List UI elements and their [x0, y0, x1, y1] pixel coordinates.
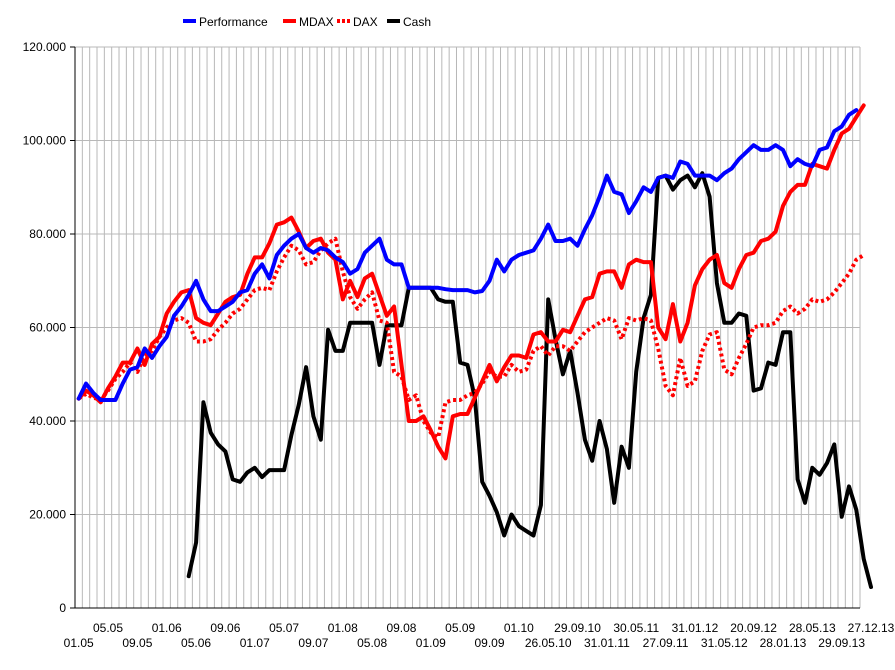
x-tick-label: 28.05.13 — [789, 621, 836, 635]
x-tick-label: 26.05.10 — [525, 636, 572, 650]
legend-label-mdax: MDAX — [299, 15, 334, 29]
series-line-mdax — [76, 103, 866, 461]
y-tick-label: 20.000 — [29, 508, 66, 522]
x-tick-label: 27.12.13 — [848, 621, 895, 635]
x-tick-label: 01.07 — [240, 636, 270, 650]
x-tick-label: 31.01.12 — [672, 621, 719, 635]
x-tick-label: 27.09.11 — [643, 636, 689, 650]
legend-label-performance: Performance — [199, 15, 268, 29]
x-tick-label: 09.05 — [122, 636, 152, 650]
x-tick-label: 01.10 — [504, 621, 534, 635]
x-tick-label: 28.01.13 — [760, 636, 807, 650]
y-axis-tick-labels: 0 20.000 40.000 60.000 80.000 100.000 120.000 — [23, 40, 67, 615]
legend-label-dax: DAX — [353, 15, 378, 29]
x-tick-label: 05.08 — [357, 636, 387, 650]
x-tick-label: 01.08 — [328, 621, 358, 635]
y-tick-label: 100.000 — [23, 134, 67, 148]
x-tick-label: 01.06 — [152, 621, 182, 635]
y-tick-label: 80.000 — [29, 227, 66, 241]
x-tick-label: 09.09 — [474, 636, 504, 650]
legend-label-cash: Cash — [403, 15, 431, 29]
y-tick-label: 40.000 — [29, 414, 66, 428]
series-line-cash — [186, 171, 873, 589]
series-line-dax — [77, 236, 865, 440]
x-tick-label: 05.05 — [93, 621, 123, 635]
x-tick-label: 09.08 — [386, 621, 416, 635]
x-tick-label: 30.05.11 — [613, 621, 659, 635]
x-tick-label: 29.09.13 — [818, 636, 865, 650]
series-line-performance — [76, 108, 859, 402]
x-tick-label: 05.07 — [269, 621, 299, 635]
x-tick-label: 01.09 — [416, 636, 446, 650]
series-lines — [76, 103, 873, 589]
x-axis-tick-labels: 01.05 09.05 05.06 01.07 09.07 05.08 01.09 09.09… — [64, 621, 895, 650]
x-tick-label: 29.09.10 — [554, 621, 601, 635]
x-tick-label: 01.05 — [64, 636, 94, 650]
y-tick-label: 0 — [59, 601, 66, 615]
x-tick-label: 31.01.11 — [584, 636, 630, 650]
x-tick-label: 20.09.12 — [730, 621, 777, 635]
x-tick-label: 09.06 — [210, 621, 240, 635]
x-tick-label: 05.06 — [181, 636, 211, 650]
x-tick-label: 05.09 — [445, 621, 475, 635]
legend: Performance MDAX DAX Cash — [183, 15, 431, 29]
y-tick-label: 60.000 — [29, 321, 66, 335]
y-tick-label: 120.000 — [23, 40, 67, 54]
axes — [74, 47, 860, 609]
x-tick-label: 31.05.12 — [701, 636, 748, 650]
x-tick-label: 09.07 — [298, 636, 328, 650]
